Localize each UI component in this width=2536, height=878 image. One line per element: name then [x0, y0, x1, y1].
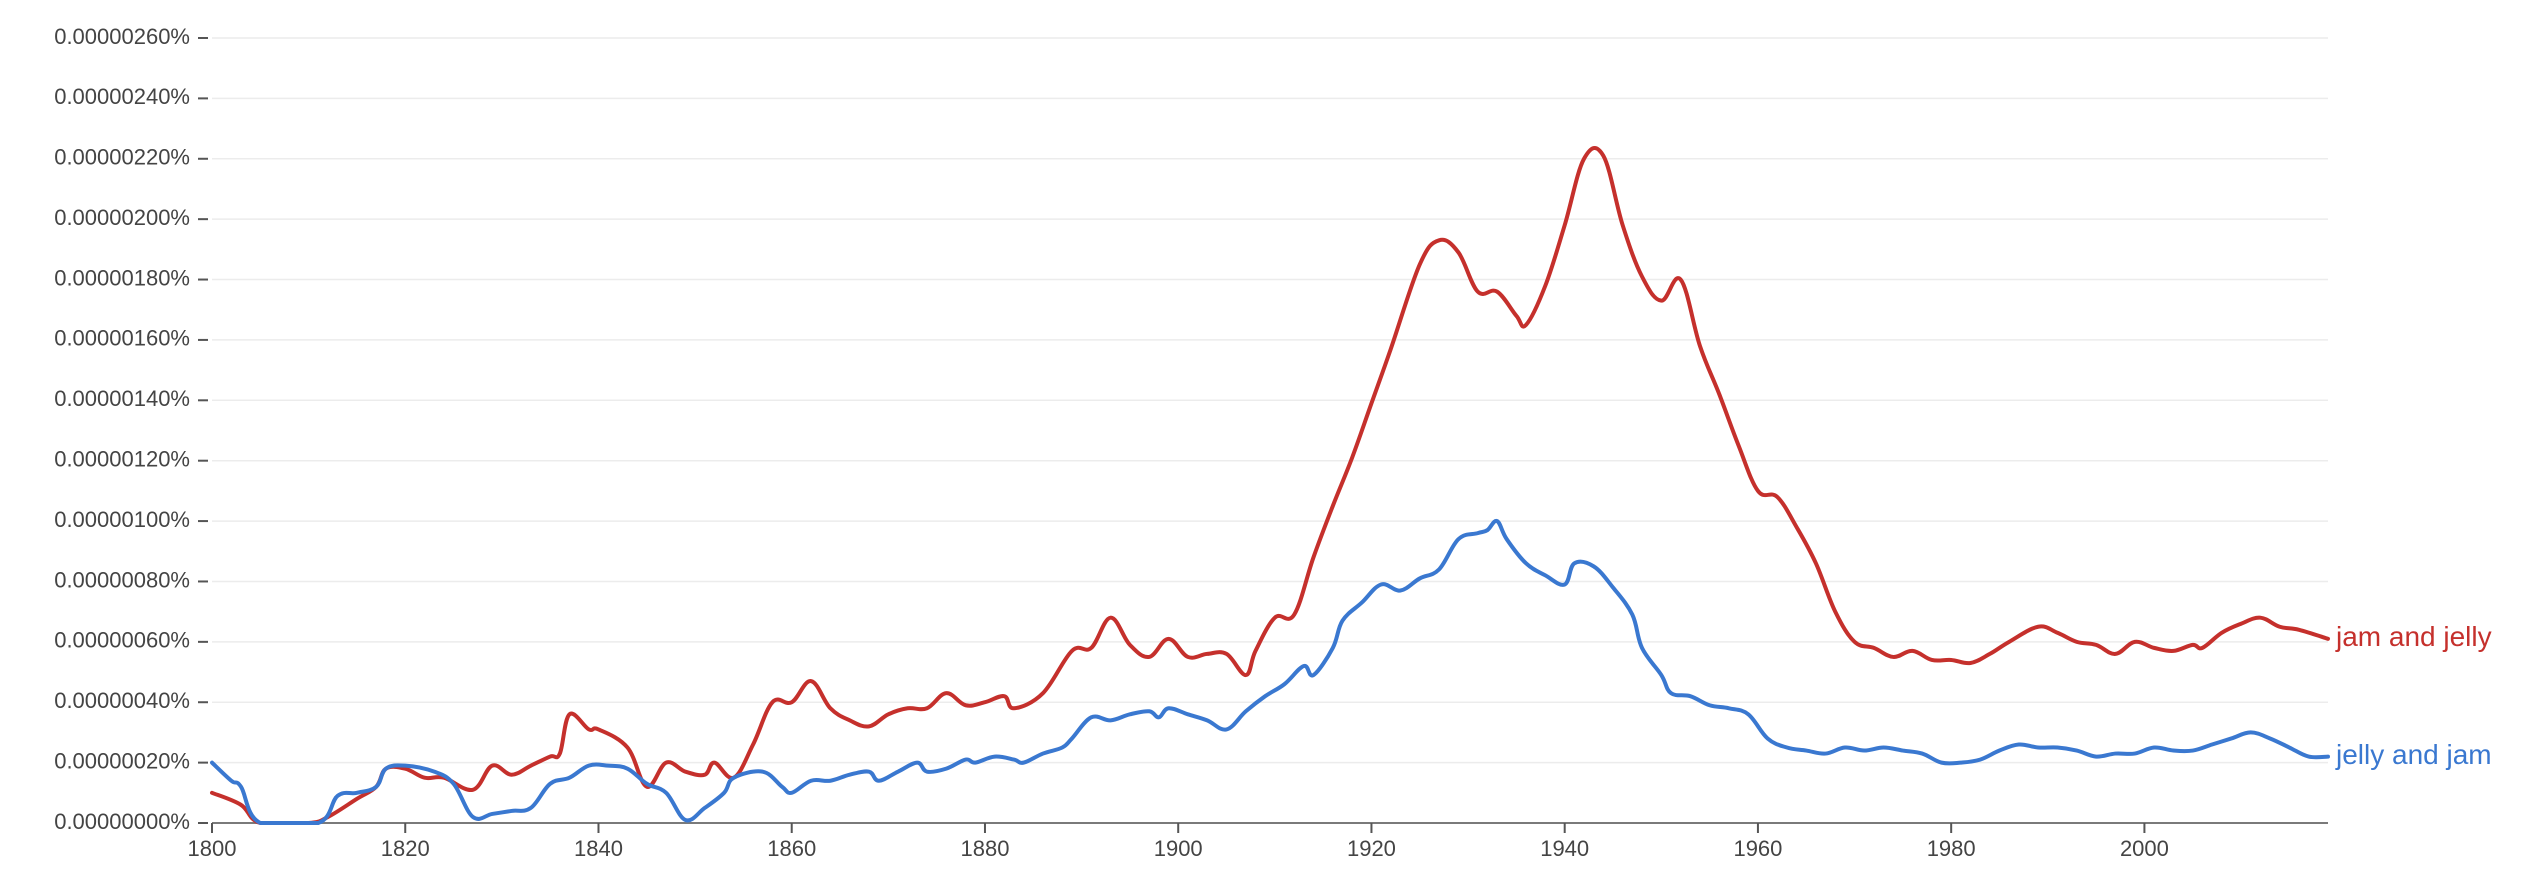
x-tick-label: 2000 — [2120, 836, 2169, 861]
y-tick-label: 0.00000060% — [54, 628, 190, 653]
y-tick-label: 0.00000100% — [54, 507, 190, 532]
y-tick-label: 0.00000220% — [54, 145, 190, 170]
x-tick-label: 1860 — [767, 836, 816, 861]
series-line-0 — [210, 146, 2330, 826]
x-tick-label: 1920 — [1347, 836, 1396, 861]
x-tick-label: 1980 — [1927, 836, 1976, 861]
grid-layer — [212, 37, 2328, 764]
series-label-0: jam and jelly — [2335, 621, 2492, 652]
x-tick-label: 1880 — [960, 836, 1009, 861]
series-line-1 — [210, 518, 2330, 826]
x-tick-label: 1960 — [1733, 836, 1782, 861]
x-tick-label: 1800 — [188, 836, 237, 861]
label-layer: jam and jelly jelly and jam — [2335, 621, 2492, 770]
series-layer — [210, 146, 2330, 826]
y-tick-label: 0.00000000% — [54, 809, 190, 834]
y-tick-label: 0.00000120% — [54, 447, 190, 472]
y-tick-label: 0.00000140% — [54, 386, 190, 411]
y-tick-label: 0.00000040% — [54, 688, 190, 713]
y-tick-label: 0.00000260% — [54, 24, 190, 49]
y-tick-label: 0.00000020% — [54, 748, 190, 773]
y-tick-label: 0.00000160% — [54, 326, 190, 351]
series-label-1: jelly and jam — [2335, 739, 2492, 770]
x-tick-label: 1820 — [381, 836, 430, 861]
axis-layer: 0.00000000% 0.00000020% 0.00000040% 0.00000… — [54, 24, 2328, 861]
x-tick-label: 1840 — [574, 836, 623, 861]
x-tick-label: 1940 — [1540, 836, 1589, 861]
x-tick-label: 1900 — [1154, 836, 1203, 861]
y-tick-label: 0.00000200% — [54, 205, 190, 230]
y-tick-label: 0.00000180% — [54, 265, 190, 290]
y-tick-label: 0.00000080% — [54, 567, 190, 592]
y-tick-label: 0.00000240% — [54, 84, 190, 109]
